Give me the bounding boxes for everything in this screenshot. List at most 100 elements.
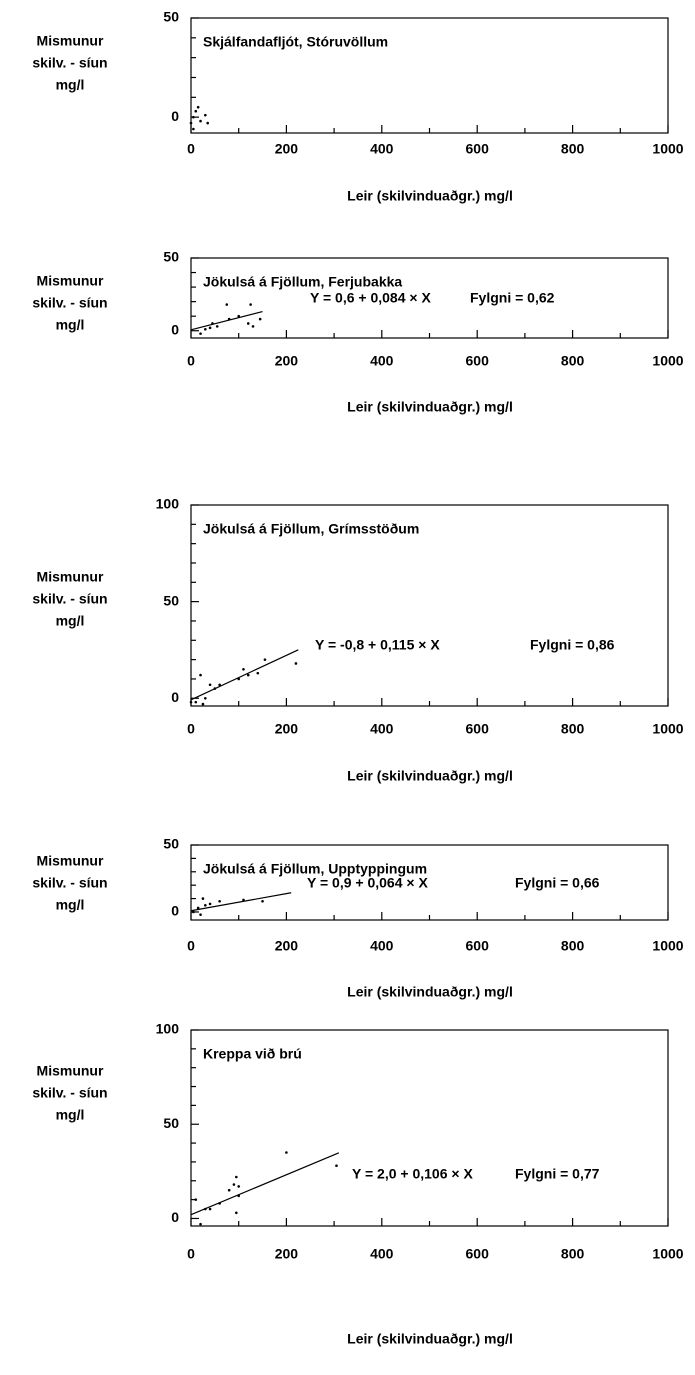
x-tick-label: 0 (187, 353, 195, 369)
data-point (215, 325, 219, 328)
x-tick-label: 800 (561, 1246, 585, 1262)
x-tick-label: 0 (187, 721, 195, 737)
x-tick-label: 600 (466, 141, 490, 157)
data-point (201, 897, 205, 900)
x-tick-label: 400 (370, 938, 394, 954)
data-point (192, 127, 195, 131)
data-point (335, 1164, 338, 1167)
x-tick-label: 400 (370, 721, 394, 737)
regression-line (190, 892, 292, 912)
x-tick-label: 1000 (652, 1246, 683, 1262)
data-point (208, 1207, 212, 1211)
x-tick-label: 400 (370, 1246, 394, 1262)
data-point (194, 1198, 198, 1201)
chart-title: Kreppa við brú (203, 1046, 302, 1062)
y-axis-label: Mismunur (37, 569, 104, 585)
x-tick-label: 1000 (652, 141, 683, 157)
y-tick-label: 100 (156, 496, 180, 512)
chart-title: Jökulsá á Fjöllum, Upptyppingum (203, 861, 427, 877)
data-point (199, 673, 202, 677)
x-tick-label: 0 (187, 938, 195, 954)
y-tick-label: 50 (163, 836, 179, 852)
y-axis-label: Mismunur (37, 853, 104, 869)
data-point (199, 913, 202, 916)
regression-line (190, 649, 299, 701)
y-axis-label: mg/l (56, 77, 85, 93)
x-tick-label: 400 (370, 353, 394, 369)
data-point (199, 1222, 202, 1226)
data-point (206, 121, 209, 125)
data-point (204, 327, 207, 331)
regression-equation: Y = 2,0 + 0,106 × X (352, 1166, 473, 1182)
correlation-label: Fylgni = 0,77 (515, 1166, 600, 1182)
data-point (192, 115, 195, 119)
data-point (208, 326, 212, 330)
data-point (258, 317, 262, 321)
data-point (189, 700, 193, 704)
data-point (208, 902, 212, 906)
data-point (204, 696, 207, 700)
data-point (204, 903, 207, 907)
x-tick-label: 0 (187, 141, 195, 157)
y-tick-label: 0 (171, 321, 179, 337)
x-tick-label: 400 (370, 141, 394, 157)
x-tick-label: 200 (275, 353, 299, 369)
x-tick-label: 200 (275, 1246, 299, 1262)
data-point (227, 1188, 231, 1192)
y-axis-label: skilv. - síun (32, 55, 107, 71)
y-tick-label: 50 (163, 1115, 179, 1131)
y-axis-label: skilv. - síun (32, 591, 107, 607)
y-axis-label: skilv. - síun (32, 875, 107, 891)
data-point (294, 662, 298, 665)
y-axis-label: mg/l (56, 1107, 85, 1123)
data-point (242, 667, 245, 671)
y-axis-label: mg/l (56, 317, 85, 333)
data-point (201, 702, 205, 706)
x-tick-label: 200 (275, 141, 299, 157)
data-point (208, 683, 212, 687)
x-tick-label: 1000 (652, 938, 683, 954)
y-axis-label: Mismunur (37, 33, 104, 49)
data-point (285, 1151, 288, 1154)
chart-title: Jökulsá á Fjöllum, Ferjubakka (203, 274, 402, 290)
data-point (192, 910, 195, 914)
data-point (194, 700, 198, 704)
data-point (263, 658, 267, 661)
x-tick-label: 600 (466, 721, 490, 737)
y-tick-label: 50 (163, 9, 179, 25)
regression-line (190, 310, 263, 331)
x-tick-label: 0 (187, 1246, 195, 1262)
data-point (256, 671, 260, 675)
data-point (261, 899, 264, 903)
y-tick-label: 100 (156, 1021, 180, 1037)
data-point (199, 332, 202, 335)
data-point (225, 303, 229, 306)
regression-equation: Y = -0,8 + 0,115 × X (315, 637, 440, 653)
data-point (246, 322, 250, 325)
y-tick-label: 0 (171, 1209, 179, 1225)
data-point (249, 303, 252, 306)
y-axis-label: skilv. - síun (32, 295, 107, 311)
data-point (204, 113, 207, 117)
chart-title: Jökulsá á Fjöllum, Grímsstöðum (203, 521, 419, 537)
correlation-label: Fylgni = 0,66 (515, 875, 600, 891)
x-tick-label: 1000 (652, 353, 683, 369)
x-tick-label: 600 (466, 353, 490, 369)
x-axis-label: Leir (skilvinduaðgr.) mg/l (347, 1331, 513, 1347)
data-point (235, 1175, 238, 1179)
y-axis-label: skilv. - síun (32, 1085, 107, 1101)
y-axis-label: mg/l (56, 613, 85, 629)
y-tick-label: 50 (163, 592, 179, 608)
x-tick-label: 600 (466, 1246, 490, 1262)
data-point (246, 673, 250, 677)
data-point (235, 1211, 238, 1215)
data-point (218, 683, 221, 687)
y-tick-label: 50 (163, 249, 179, 265)
x-tick-label: 800 (561, 141, 585, 157)
x-axis-label: Leir (skilvinduaðgr.) mg/l (347, 768, 513, 784)
data-point (232, 1183, 236, 1186)
x-axis-label: Leir (skilvinduaðgr.) mg/l (347, 984, 513, 1000)
x-tick-label: 600 (466, 938, 490, 954)
